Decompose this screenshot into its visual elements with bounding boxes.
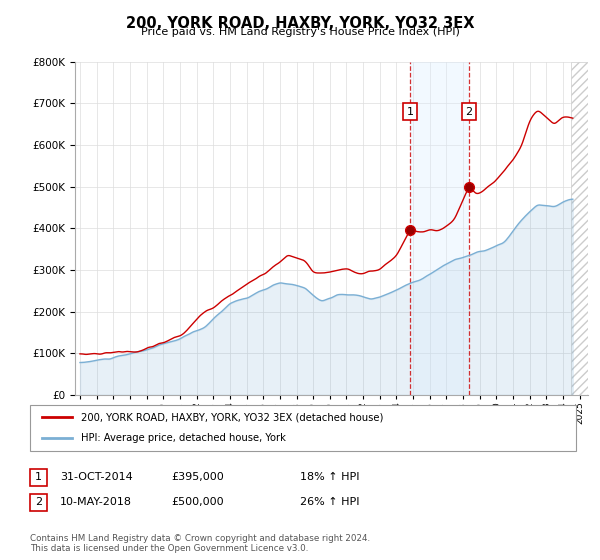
Bar <box>571 62 588 395</box>
Text: Contains HM Land Registry data © Crown copyright and database right 2024.
This d: Contains HM Land Registry data © Crown c… <box>30 534 370 553</box>
Text: 10-MAY-2018: 10-MAY-2018 <box>60 497 132 507</box>
Bar <box>571 62 588 395</box>
Text: 2: 2 <box>466 106 473 116</box>
Text: 200, YORK ROAD, HAXBY, YORK, YO32 3EX (detached house): 200, YORK ROAD, HAXBY, YORK, YO32 3EX (d… <box>81 412 383 422</box>
Text: 18% ↑ HPI: 18% ↑ HPI <box>300 472 359 482</box>
Text: £500,000: £500,000 <box>171 497 224 507</box>
Text: HPI: Average price, detached house, York: HPI: Average price, detached house, York <box>81 433 286 444</box>
Text: 1: 1 <box>407 106 414 116</box>
Text: 200, YORK ROAD, HAXBY, YORK, YO32 3EX: 200, YORK ROAD, HAXBY, YORK, YO32 3EX <box>126 16 474 31</box>
Text: 26% ↑ HPI: 26% ↑ HPI <box>300 497 359 507</box>
Text: 1: 1 <box>35 472 42 482</box>
Text: 2: 2 <box>35 497 42 507</box>
Text: £395,000: £395,000 <box>171 472 224 482</box>
Text: Price paid vs. HM Land Registry's House Price Index (HPI): Price paid vs. HM Land Registry's House … <box>140 27 460 37</box>
Bar <box>410 62 469 395</box>
Text: 31-OCT-2014: 31-OCT-2014 <box>60 472 133 482</box>
